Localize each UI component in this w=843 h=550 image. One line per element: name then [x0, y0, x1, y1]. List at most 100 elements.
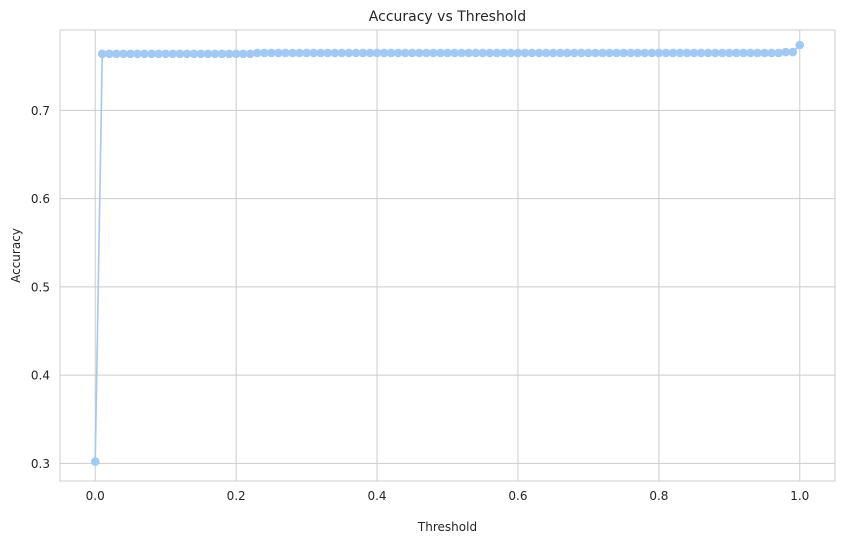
data-point	[633, 48, 643, 58]
x-tick-label: 0.0	[86, 489, 105, 503]
data-point	[189, 49, 199, 59]
data-point	[429, 48, 438, 58]
data-point	[238, 49, 248, 59]
data-point	[499, 48, 509, 58]
data-point	[175, 49, 185, 59]
data-point	[746, 48, 755, 58]
data-point	[464, 48, 473, 58]
data-point	[584, 48, 593, 58]
data-point	[767, 48, 776, 58]
data-point	[337, 48, 347, 58]
data-point	[717, 48, 727, 58]
data-point	[168, 49, 178, 59]
data-point	[654, 48, 664, 58]
x-axis-label: Threshold	[417, 520, 477, 534]
data-point	[668, 48, 678, 58]
data-point	[506, 48, 516, 58]
data-point	[365, 48, 375, 58]
data-point	[415, 48, 424, 58]
data-series	[90, 40, 805, 466]
data-point	[210, 49, 220, 59]
data-point	[612, 48, 621, 58]
x-tick-label: 1.0	[790, 489, 809, 503]
data-point	[379, 48, 389, 58]
data-point	[570, 48, 579, 58]
data-point	[182, 49, 192, 59]
data-point	[739, 48, 748, 58]
data-point	[696, 48, 706, 58]
data-point	[732, 48, 741, 58]
y-tick-label: 0.6	[31, 192, 50, 206]
data-point	[661, 48, 671, 58]
data-point	[274, 48, 283, 58]
data-point	[119, 49, 128, 59]
data-point	[422, 48, 431, 58]
data-point	[591, 48, 600, 58]
y-tick-label: 0.7	[31, 104, 50, 118]
data-point	[231, 49, 241, 59]
data-point	[626, 48, 635, 58]
data-point	[562, 48, 572, 58]
y-tick-label: 0.3	[31, 457, 50, 471]
data-point	[534, 48, 544, 58]
data-point	[548, 48, 558, 58]
x-tick-label: 0.6	[508, 489, 527, 503]
data-point	[710, 48, 720, 58]
data-point	[330, 48, 340, 58]
data-point	[788, 47, 798, 57]
data-point	[513, 48, 523, 58]
data-point	[217, 49, 227, 59]
tick-labels: 0.0 0.2 0.4 0.6 0.8 1.0 0.3 0.4 0.5 0.6 0.7	[31, 104, 809, 503]
y-tick-label: 0.5	[31, 280, 50, 294]
data-point	[252, 48, 262, 58]
x-tick-label: 0.8	[649, 489, 668, 503]
data-point	[436, 48, 445, 58]
data-point	[302, 48, 311, 58]
data-point	[393, 48, 403, 58]
data-point	[147, 49, 156, 59]
data-point	[105, 49, 114, 59]
data-point	[133, 49, 142, 59]
grid-lines	[60, 30, 835, 481]
data-point	[781, 47, 790, 57]
data-point	[450, 48, 459, 58]
data-point	[203, 49, 213, 59]
data-point	[140, 49, 149, 59]
data-point	[407, 48, 417, 58]
data-point	[605, 48, 614, 58]
data-point	[703, 48, 713, 58]
data-point	[619, 48, 628, 58]
data-point	[126, 49, 135, 59]
data-point	[443, 48, 452, 58]
data-point	[682, 48, 692, 58]
data-point	[795, 40, 805, 50]
data-point	[478, 48, 488, 58]
data-point	[309, 48, 318, 58]
data-point	[344, 48, 354, 58]
data-point	[295, 48, 304, 58]
data-point	[577, 48, 586, 58]
data-point	[689, 48, 699, 58]
data-point	[281, 48, 290, 58]
data-point	[196, 49, 206, 59]
data-point	[400, 48, 410, 58]
data-point	[541, 48, 551, 58]
data-point	[323, 48, 333, 58]
data-point	[90, 457, 100, 466]
data-point	[97, 49, 107, 59]
data-point	[288, 48, 297, 58]
data-point	[471, 48, 480, 58]
data-point	[112, 49, 121, 59]
data-point	[351, 48, 361, 58]
data-point	[154, 49, 163, 59]
x-tick-label: 0.4	[367, 489, 386, 503]
data-point	[492, 48, 502, 58]
data-point	[527, 48, 537, 58]
data-point	[358, 48, 368, 58]
data-point	[520, 48, 530, 58]
plot-area-frame	[59, 29, 836, 482]
data-point	[372, 48, 382, 58]
chart-title: Accuracy vs Threshold	[369, 9, 526, 25]
